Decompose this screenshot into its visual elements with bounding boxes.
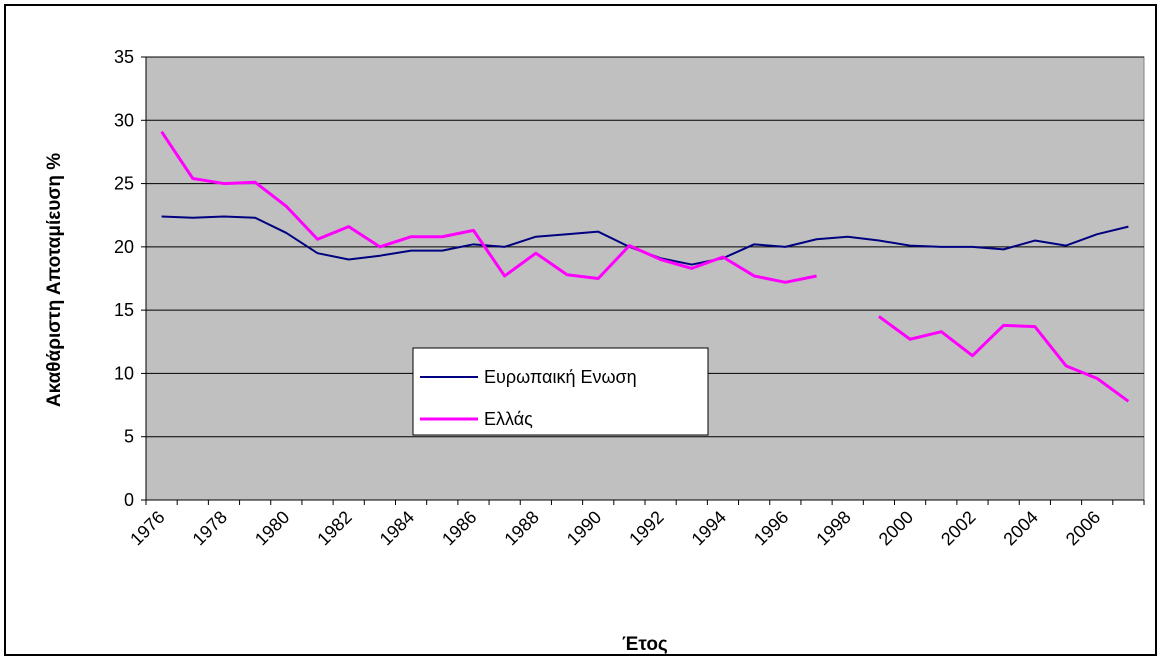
legend-label: Ελλάς: [484, 409, 533, 429]
y-tick-label: 15: [114, 300, 134, 320]
y-tick-label: 10: [114, 363, 134, 383]
y-tick-label: 25: [114, 174, 134, 194]
legend-label: Ευρωπαική Ενωση: [484, 367, 637, 387]
y-axis-title: Ακαθάριστη Αποταμίευση %: [44, 153, 65, 407]
legend-box: [412, 347, 709, 436]
series-line: [160, 130, 1130, 403]
y-tick-label: 5: [124, 427, 134, 447]
y-tick-label: 30: [114, 110, 134, 130]
y-tick-label: 20: [114, 237, 134, 257]
y-tick-label: 35: [114, 47, 134, 67]
x-axis-title: Έτος: [622, 634, 668, 655]
y-tick-label: 0: [124, 490, 134, 510]
